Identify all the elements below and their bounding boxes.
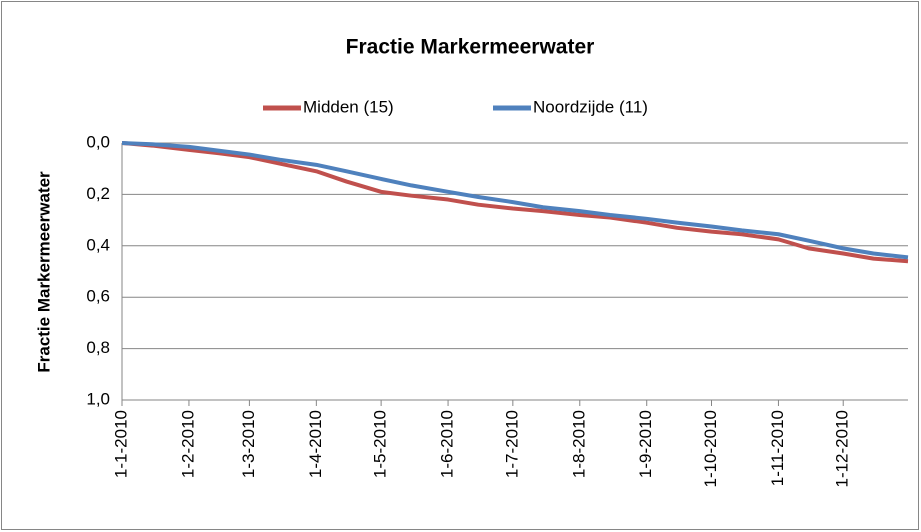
y-axis-title: Fractie Markermeerwater — [34, 171, 53, 373]
y-tick-label: 0,4 — [86, 235, 110, 254]
legend-label: Midden (15) — [303, 97, 394, 116]
x-tick-label: 1-11-2010 — [768, 410, 787, 486]
x-tick-label: 1-6-2010 — [438, 410, 457, 478]
y-tick-label: 0,6 — [86, 287, 110, 306]
series-line — [121, 141, 909, 264]
x-tick-label: 1-7-2010 — [502, 410, 521, 478]
x-tick-label: 1-4-2010 — [306, 410, 325, 478]
legend-label: Noordzijde (11) — [533, 97, 648, 116]
y-tick-label: 0,8 — [86, 338, 110, 357]
x-tick-label: 1-5-2010 — [371, 410, 390, 478]
x-tick-label: 1-8-2010 — [569, 410, 588, 478]
x-tick-label: 1-3-2010 — [239, 410, 258, 478]
x-tick-label: 1-12-2010 — [833, 410, 852, 488]
x-tick-label: 1-2-2010 — [178, 410, 197, 478]
y-tick-label: 1,0 — [86, 389, 110, 408]
x-tick-label: 1-9-2010 — [636, 410, 655, 478]
y-tick-label: 0,0 — [86, 132, 110, 151]
x-tick-label: 1-10-2010 — [701, 410, 720, 488]
series-line — [121, 141, 909, 260]
x-tick-label: 1-1-2010 — [111, 410, 130, 478]
y-tick-label: 0,2 — [86, 184, 110, 203]
chart-title: Fractie Markermeerwater — [346, 36, 595, 59]
